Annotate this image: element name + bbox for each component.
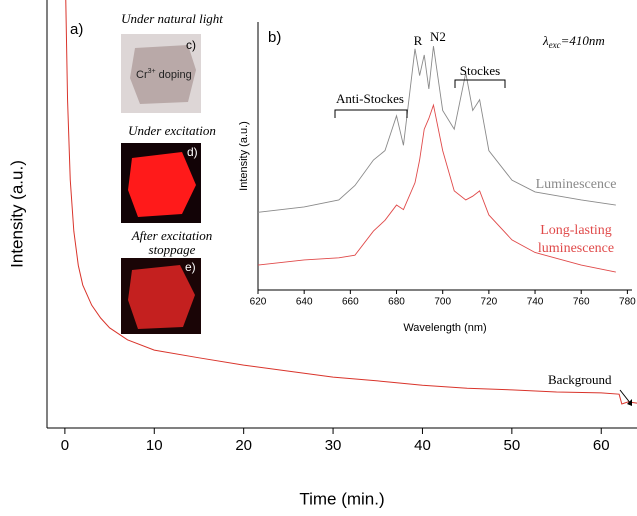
x-tick-label: 10 [146, 437, 163, 454]
x-tick-label: 700 [434, 297, 451, 308]
sample [128, 265, 195, 329]
x-tick-label: 50 [504, 437, 521, 454]
label-part: Cr [136, 69, 148, 81]
panel-label: e) [185, 260, 196, 274]
x-tick-label: 780 [619, 297, 636, 308]
series-line [257, 103, 616, 273]
arrowhead [627, 399, 632, 406]
caption: Under excitation [128, 123, 216, 138]
series-line [65, 0, 637, 405]
label-part: =410nm [561, 33, 605, 48]
x-tick-label: 20 [235, 437, 252, 454]
legend-entry: Long-lasting luminescence [537, 223, 615, 256]
legend-entry: Luminescence [536, 177, 617, 192]
sample [130, 45, 196, 104]
x-tick-label: 760 [573, 297, 590, 308]
annotation: Anti-Stockes [336, 91, 404, 106]
label-part: exc [549, 40, 561, 50]
label-part: doping [156, 69, 192, 81]
sample-label: Cr3+ doping [136, 68, 192, 81]
bracket [334, 109, 408, 118]
x-tick-label: 640 [296, 297, 313, 308]
series-line [257, 46, 616, 213]
x-tick-label: 740 [527, 297, 544, 308]
x-axis-label: Time (min.) [299, 489, 384, 508]
x-tick-label: 720 [481, 297, 498, 308]
label-part: 3+ [148, 68, 156, 75]
caption: Under natural light [121, 11, 223, 26]
panel-label: d) [187, 145, 198, 159]
bracket [454, 79, 506, 88]
x-tick-label: 620 [250, 297, 267, 308]
panel-label: c) [186, 38, 196, 52]
sample [128, 152, 196, 217]
annotation: λexc=410nm [542, 33, 605, 50]
x-tick-label: 0 [61, 437, 69, 454]
y-axis-label: Intensity (a.u.) [7, 160, 26, 268]
arrow [619, 389, 632, 405]
annotation: Stockes [460, 63, 500, 78]
x-tick-label: 660 [342, 297, 359, 308]
y-axis-label: Intensity (a.u.) [238, 121, 250, 191]
annotation: Background [548, 372, 612, 387]
peak-label: N2 [430, 29, 446, 44]
x-tick-label: 40 [414, 437, 431, 454]
x-axis-label: Wavelength (nm) [403, 322, 486, 334]
label-part: λ [542, 33, 549, 48]
caption: After excitation stoppage [131, 228, 213, 257]
inset-background [236, 6, 637, 344]
peak-label: R [414, 33, 423, 48]
x-tick-label: 60 [593, 437, 610, 454]
inset-chart: 620 640 660 680 700 720 740 760 780 Wavelength (n… [238, 22, 636, 334]
x-tick-label: 30 [325, 437, 342, 454]
x-tick-label: 680 [388, 297, 405, 308]
panel-label: a) [70, 21, 83, 38]
main-chart: 0 10 20 30 40 50 60 Time (min.) Intensity (a.u.) [7, 0, 637, 508]
panel-label: b) [268, 29, 281, 46]
